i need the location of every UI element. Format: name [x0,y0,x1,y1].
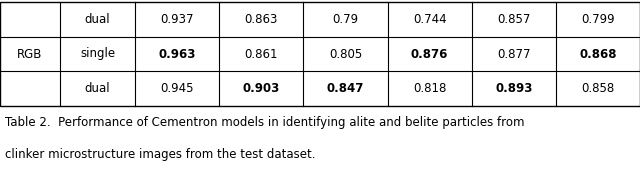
Text: 0.876: 0.876 [411,48,449,61]
Text: 0.847: 0.847 [327,82,364,95]
Text: Table 2.  Performance of Cementron models in identifying alite and belite partic: Table 2. Performance of Cementron models… [5,116,525,129]
Text: 0.868: 0.868 [579,48,617,61]
Text: 0.744: 0.744 [413,13,447,26]
Text: 0.937: 0.937 [161,13,194,26]
Text: 0.863: 0.863 [244,13,278,26]
Text: 0.79: 0.79 [332,13,358,26]
Text: 0.861: 0.861 [244,48,278,61]
Text: 0.963: 0.963 [159,48,196,61]
Text: 0.903: 0.903 [243,82,280,95]
Text: 0.893: 0.893 [495,82,532,95]
Text: 0.818: 0.818 [413,82,446,95]
Text: dual: dual [84,13,110,26]
Text: 0.799: 0.799 [581,13,615,26]
Text: clinker microstructure images from the test dataset.: clinker microstructure images from the t… [5,148,316,161]
Text: 0.857: 0.857 [497,13,531,26]
Text: 0.945: 0.945 [161,82,194,95]
Bar [0,2,640,106]
Text: single: single [80,48,115,61]
Text: dual: dual [84,82,110,95]
Text: RGB: RGB [17,48,43,61]
Text: 0.877: 0.877 [497,48,531,61]
Text: 0.858: 0.858 [581,82,614,95]
Text: 0.805: 0.805 [329,48,362,61]
